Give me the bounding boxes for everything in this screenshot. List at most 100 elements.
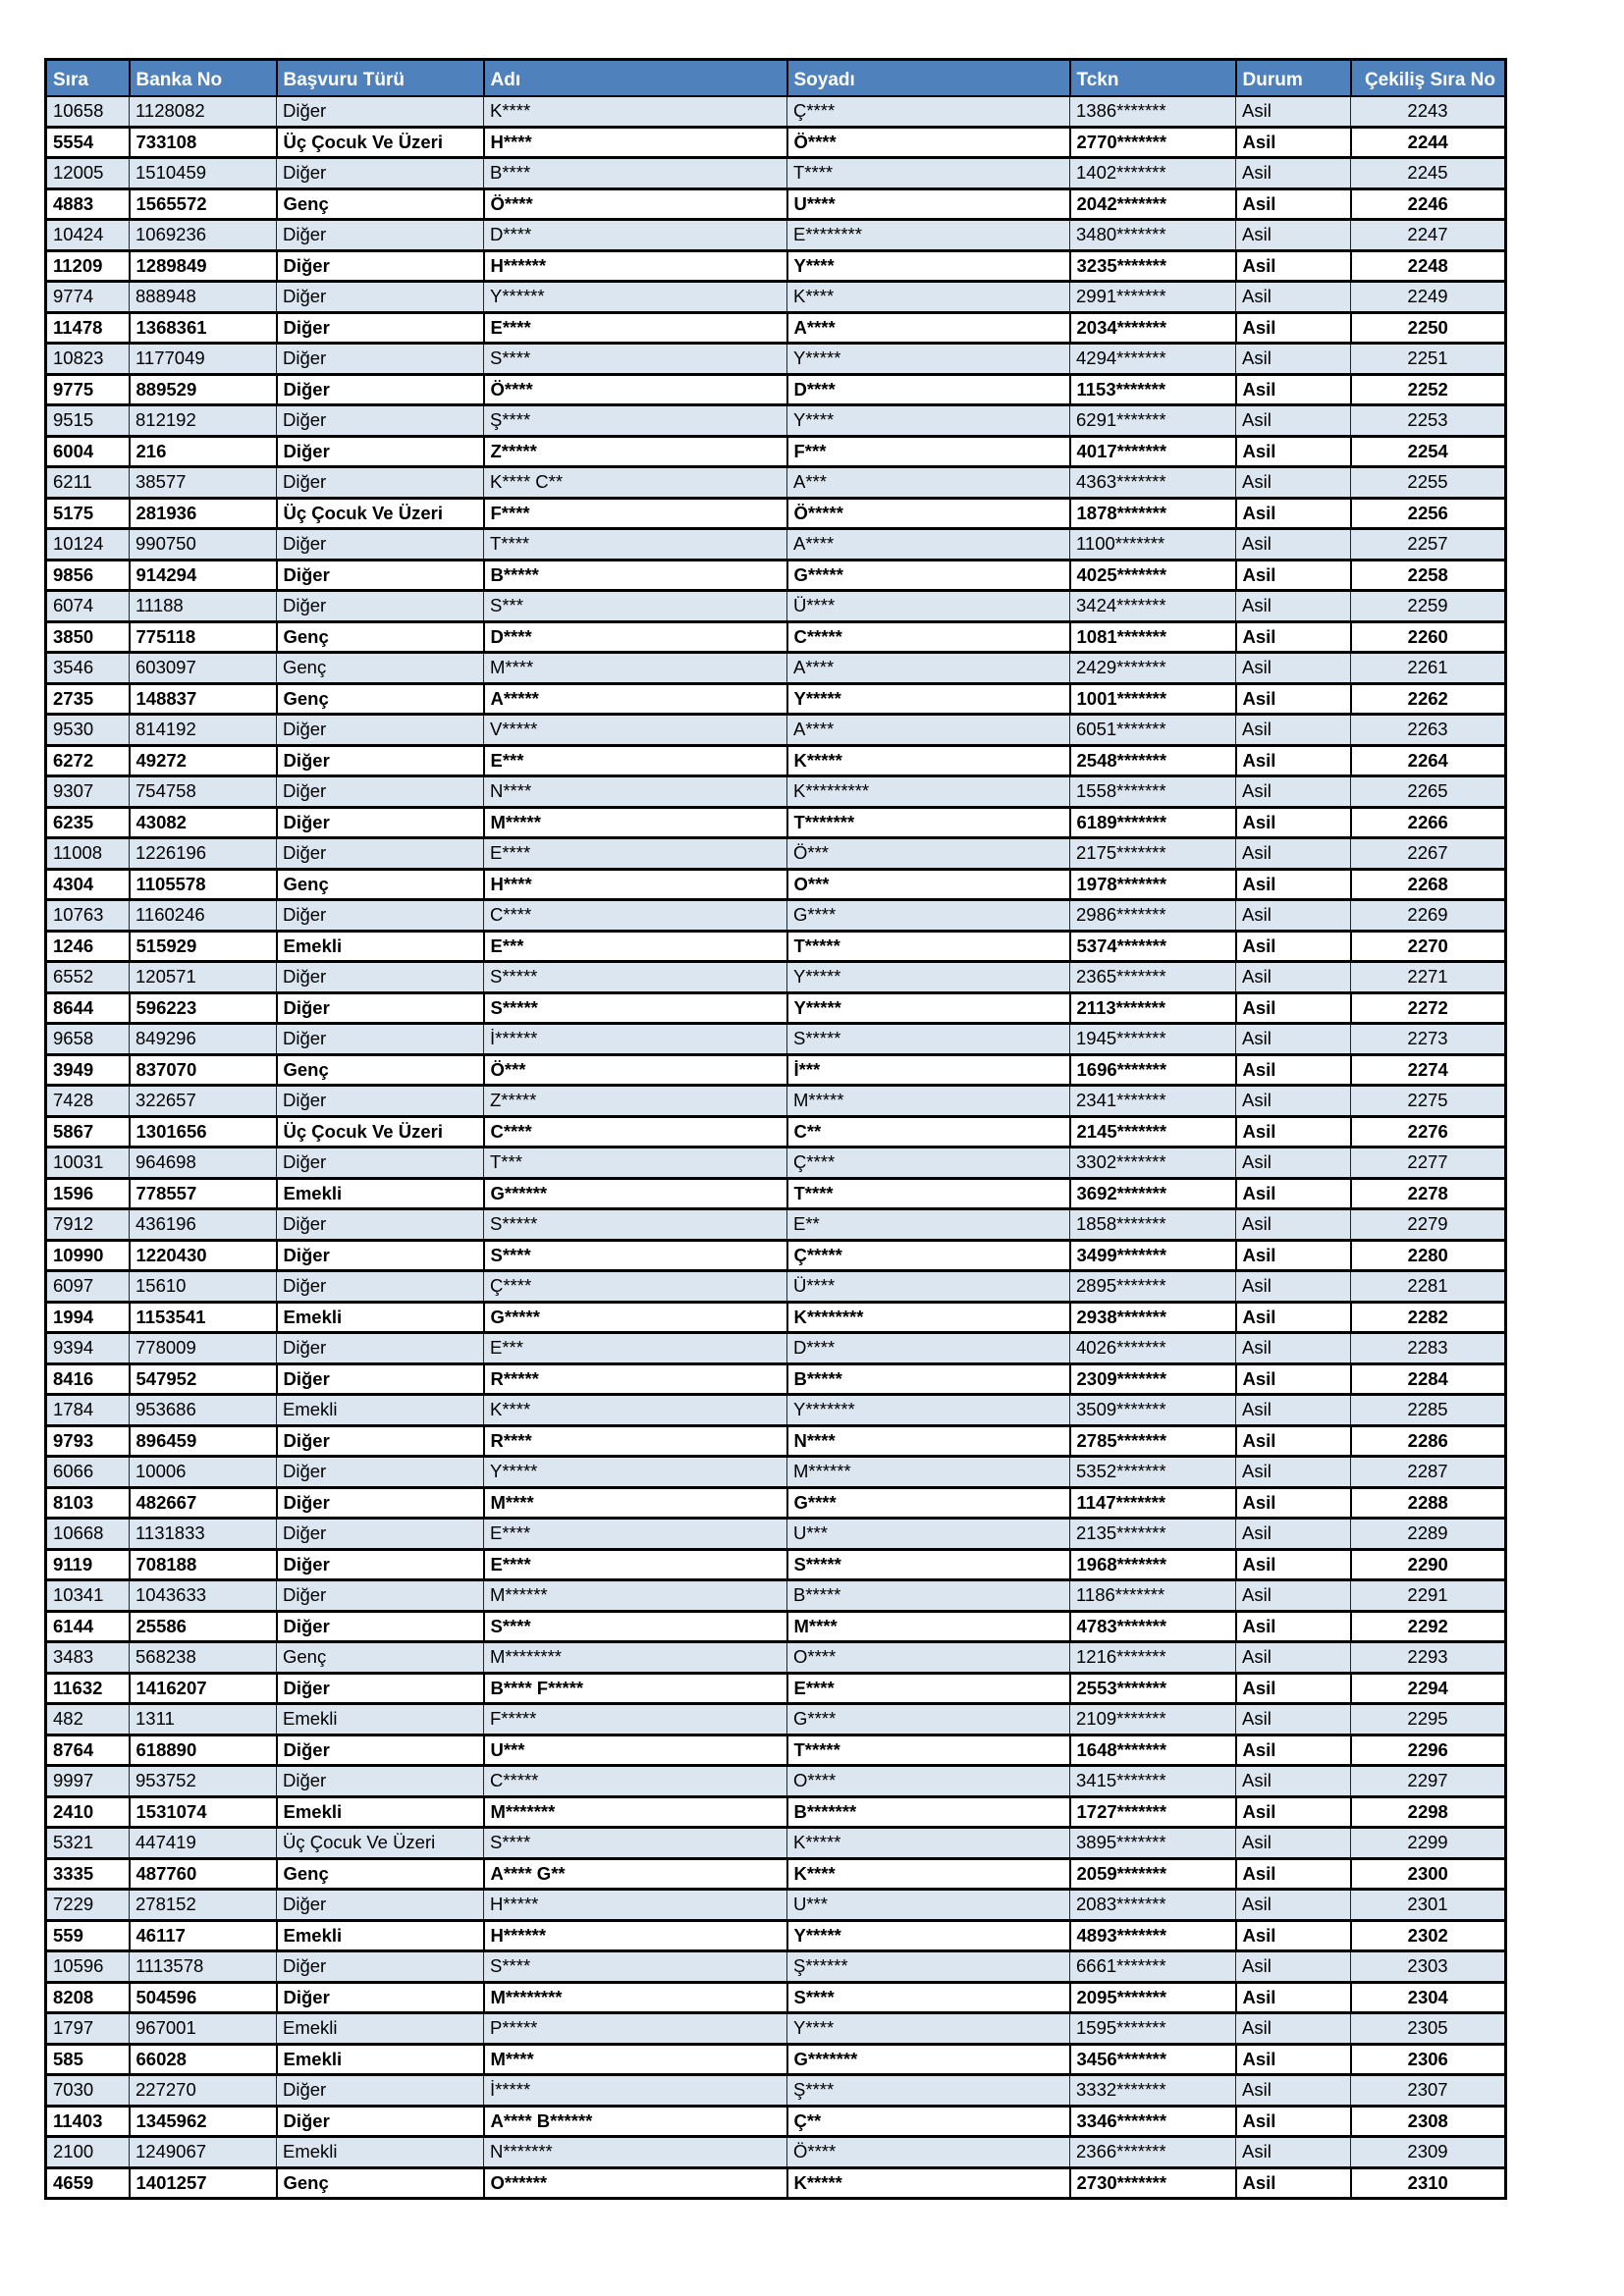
cell-adi: S***** (482, 990, 788, 1025)
cell-tckn: 1648******* (1068, 1733, 1237, 1767)
cell-banka-no: 1289849 (128, 248, 278, 283)
cell-tckn: 3332******* (1069, 2074, 1236, 2107)
cell-durum: Asil (1235, 1703, 1351, 1735)
cell-banka-no: 38577 (129, 466, 277, 499)
table-row: 1246 515929 Emekli E*** T***** 5374******* Asi… (44, 929, 1507, 963)
cell-basvuru-turu: Diğer (276, 1456, 484, 1488)
cell-cekilis-sira-no: 2301 (1350, 1889, 1506, 1921)
cell-durum: Asil (1235, 837, 1351, 870)
cell-cekilis-sira-no: 2251 (1350, 343, 1506, 375)
cell-durum: Asil (1234, 1918, 1352, 1952)
cell-sira: 8416 (44, 1362, 131, 1396)
cell-banka-no: 754758 (129, 775, 277, 808)
cell-soyadi: Ç**** (786, 1147, 1070, 1179)
cell-sira: 9793 (44, 1423, 131, 1458)
cell-sira: 6004 (44, 434, 131, 468)
cell-tckn: 4294******* (1069, 343, 1236, 375)
cell-soyadi: K**** (785, 1856, 1071, 1891)
cell-basvuru-turu: Diğer (276, 1518, 484, 1550)
cell-durum: Asil (1235, 1147, 1351, 1179)
table-row: 11478 1368361 Diğer E**** A**** 2034******* As… (44, 310, 1507, 345)
cell-sira: 10823 (45, 343, 130, 375)
cell-durum: Asil (1234, 1423, 1352, 1458)
table-row: 482 1311 Emekli F***** G**** 2109******* Asil 2… (45, 1703, 1506, 1735)
cell-cekilis-sira-no: 2265 (1350, 775, 1506, 808)
cell-soyadi: B***** (785, 1362, 1071, 1396)
cell-basvuru-turu: Diğer (275, 990, 485, 1025)
cell-adi: H**** (482, 867, 788, 901)
table-row: 6074 11188 Diğer S*** Ü**** 3424******* Asil 22… (45, 590, 1506, 622)
cell-tckn: 1558******* (1069, 775, 1236, 808)
cell-sira: 6144 (44, 1609, 131, 1643)
table-row: 7428 322657 Diğer Z***** M***** 2341******* As… (45, 1085, 1506, 1117)
cell-tckn: 4783******* (1068, 1609, 1237, 1643)
cell-banka-no: 896459 (128, 1423, 278, 1458)
cell-cekilis-sira-no: 2259 (1350, 590, 1506, 622)
cell-tckn: 1100******* (1069, 528, 1236, 561)
cell-banka-no: 1220430 (128, 1238, 278, 1272)
cell-soyadi: T***** (785, 929, 1071, 963)
cell-sira: 6552 (45, 961, 130, 993)
cell-soyadi: Y**** (786, 2012, 1070, 2045)
cell-soyadi: K******** (785, 1300, 1071, 1334)
column-header-tckn: Tckn (1068, 58, 1237, 97)
cell-tckn: 1386******* (1069, 95, 1236, 128)
cell-basvuru-turu: Diğer (275, 1423, 485, 1458)
cell-banka-no: 447419 (129, 1827, 277, 1859)
cell-adi: S**** (482, 1238, 788, 1272)
cell-tckn: 3895******* (1069, 1827, 1236, 1859)
cell-banka-no: 889529 (128, 372, 278, 406)
table-row: 9307 754758 Diğer N**** K********* 1558******… (45, 775, 1506, 808)
cell-durum: Asil (1234, 434, 1352, 468)
cell-sira: 11209 (44, 248, 131, 283)
cell-tckn: 3235******* (1068, 248, 1237, 283)
column-header-sira: Sıra (44, 58, 131, 97)
cell-durum: Asil (1235, 1456, 1351, 1488)
cell-durum: Asil (1234, 496, 1352, 530)
table-row: 3850 775118 Genç D**** C***** 1081******* Asil… (44, 619, 1507, 654)
cell-adi: A***** (482, 681, 788, 716)
cell-durum: Asil (1235, 1023, 1351, 1055)
cell-durum: Asil (1234, 310, 1352, 345)
cell-soyadi: U*** (786, 1518, 1070, 1550)
cell-cekilis-sira-no: 2247 (1350, 219, 1506, 251)
cell-banka-no: 11188 (129, 590, 277, 622)
cell-banka-no: 120571 (129, 961, 277, 993)
cell-cekilis-sira-no: 2308 (1349, 2104, 1507, 2138)
cell-soyadi: M****** (786, 1456, 1070, 1488)
cell-basvuru-turu: Diğer (275, 2104, 485, 2138)
cell-sira: 9658 (45, 1023, 130, 1055)
table-row: 11632 1416207 Diğer B**** F***** E**** 2553**… (44, 1671, 1507, 1705)
cell-soyadi: Y***** (786, 343, 1070, 375)
cell-basvuru-turu: Emekli (275, 1794, 485, 1829)
cell-durum: Asil (1234, 2104, 1352, 2138)
table-row: 1596 778557 Emekli G****** T**** 3692******* A… (44, 1176, 1507, 1210)
cell-adi: B**** (483, 157, 787, 189)
cell-banka-no: 1249067 (129, 2136, 277, 2168)
cell-sira: 10596 (45, 1950, 130, 1983)
cell-durum: Asil (1234, 1238, 1352, 1272)
cell-tckn: 6189******* (1068, 805, 1237, 839)
cell-sira: 10424 (45, 219, 130, 251)
cell-basvuru-turu: Genç (276, 652, 484, 684)
cell-cekilis-sira-no: 2275 (1350, 1085, 1506, 1117)
cell-adi: K**** (483, 1394, 787, 1426)
cell-soyadi: Ç***** (785, 1238, 1071, 1272)
cell-soyadi: C***** (785, 619, 1071, 654)
cell-sira: 11478 (44, 310, 131, 345)
cell-banka-no: 778557 (128, 1176, 278, 1210)
cell-durum: Asil (1235, 1765, 1351, 1797)
cell-tckn: 3456******* (1068, 2042, 1237, 2076)
cell-durum: Asil (1235, 1332, 1351, 1364)
table-header: Sıra Banka No Başvuru Türü Adı Soyadı Tckn Dur… (44, 58, 1507, 97)
cell-cekilis-sira-no: 2268 (1349, 867, 1507, 901)
cell-cekilis-sira-no: 2294 (1349, 1671, 1507, 1705)
table-row: 6272 49272 Diğer E*** K***** 2548******* Asil 2… (44, 743, 1507, 777)
cell-tckn: 1945******* (1069, 1023, 1236, 1055)
cell-sira: 3335 (44, 1856, 131, 1891)
cell-banka-no: 1069236 (129, 219, 277, 251)
cell-tckn: 2986******* (1069, 899, 1236, 932)
cell-banka-no: 227270 (129, 2074, 277, 2107)
cell-soyadi: G**** (786, 1703, 1070, 1735)
cell-banka-no: 278152 (129, 1889, 277, 1921)
